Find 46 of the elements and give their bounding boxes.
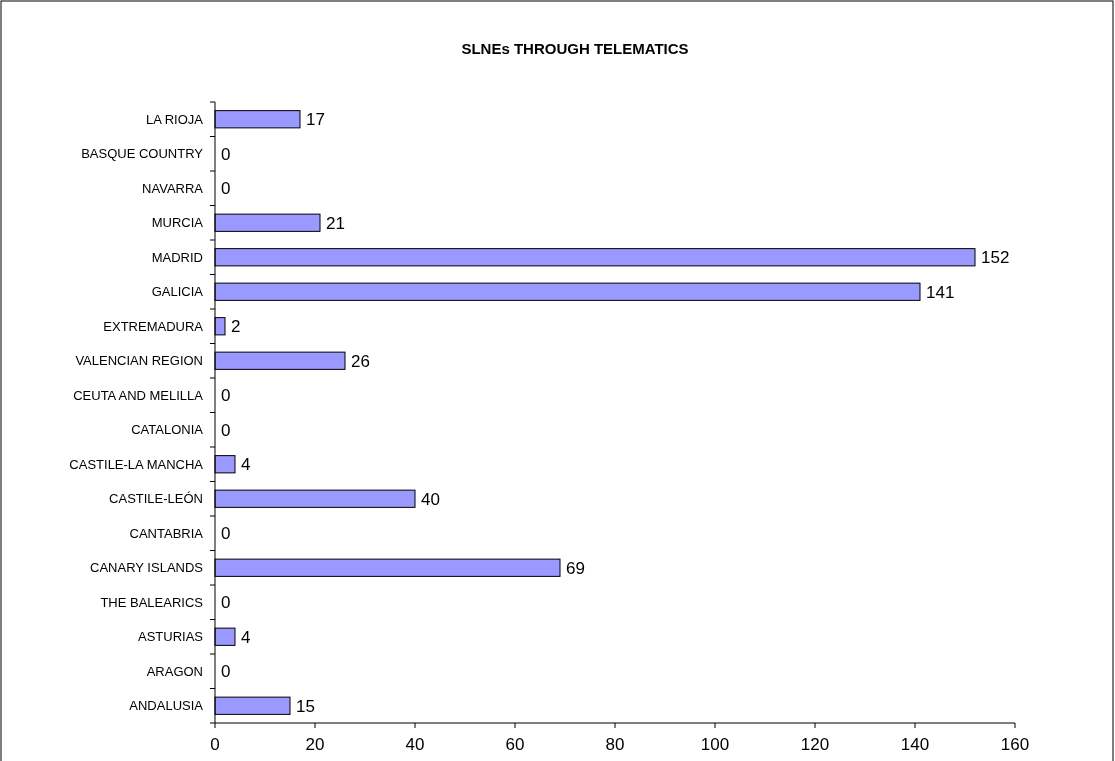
y-tick-label: CASTILE-LA MANCHA <box>69 456 204 472</box>
y-tick-label: ARAGON <box>146 663 203 679</box>
data-label: 152 <box>981 248 1010 268</box>
data-label: 141 <box>926 282 955 302</box>
data-label: 21 <box>326 213 345 233</box>
y-tick-label: VALENCIAN REGION <box>75 353 203 369</box>
x-tick-label: 80 <box>605 735 625 754</box>
x-tick-label: 140 <box>900 735 930 754</box>
x-tick-label: 100 <box>700 735 730 754</box>
y-tick-label: EXTREMADURA <box>103 318 204 334</box>
data-label: 4 <box>241 455 251 475</box>
y-tick-label: LA RIOJA <box>145 111 204 127</box>
x-tick-label: 0 <box>210 735 220 754</box>
chart-title: SLNEs THROUGH TELEMATICS <box>461 40 689 57</box>
y-tick-label: BASQUE COUNTRY <box>81 146 204 162</box>
y-tick-label: MURCIA <box>151 215 204 231</box>
data-label: 0 <box>221 386 231 406</box>
y-tick-label: THE BALEARICS <box>100 594 204 610</box>
y-tick-label: CANARY ISLANDS <box>90 560 204 576</box>
data-label: 26 <box>351 351 370 371</box>
data-label: 15 <box>296 696 315 716</box>
data-label: 69 <box>566 558 585 578</box>
data-label: 4 <box>241 627 251 647</box>
data-label: 0 <box>221 144 231 164</box>
data-label: 0 <box>221 662 231 682</box>
y-tick-label: CATALONIA <box>131 422 204 438</box>
y-tick-label: CEUTA AND MELILLA <box>73 387 204 403</box>
x-tick-label: 60 <box>505 735 525 754</box>
y-tick-label: NAVARRA <box>142 180 204 196</box>
data-label: 40 <box>421 489 440 509</box>
data-label: 0 <box>221 179 231 199</box>
data-label: 0 <box>221 420 231 440</box>
y-tick-label: CANTABRIA <box>129 525 204 541</box>
data-label: 2 <box>231 317 241 337</box>
y-tick-label: CASTILE-LEÓN <box>109 491 203 507</box>
data-label: 0 <box>221 593 231 613</box>
x-tick-label: 160 <box>1000 735 1030 754</box>
y-tick-label: MADRID <box>151 249 203 265</box>
y-tick-label: ASTURIAS <box>137 629 204 645</box>
x-tick-label: 40 <box>405 735 425 754</box>
y-tick-label: ANDALUSIA <box>129 698 204 714</box>
y-tick-label: GALICIA <box>151 284 204 300</box>
x-tick-label: 20 <box>305 735 325 754</box>
x-tick-label: 120 <box>800 735 830 754</box>
data-label: 17 <box>306 110 325 130</box>
data-label: 0 <box>221 524 231 544</box>
